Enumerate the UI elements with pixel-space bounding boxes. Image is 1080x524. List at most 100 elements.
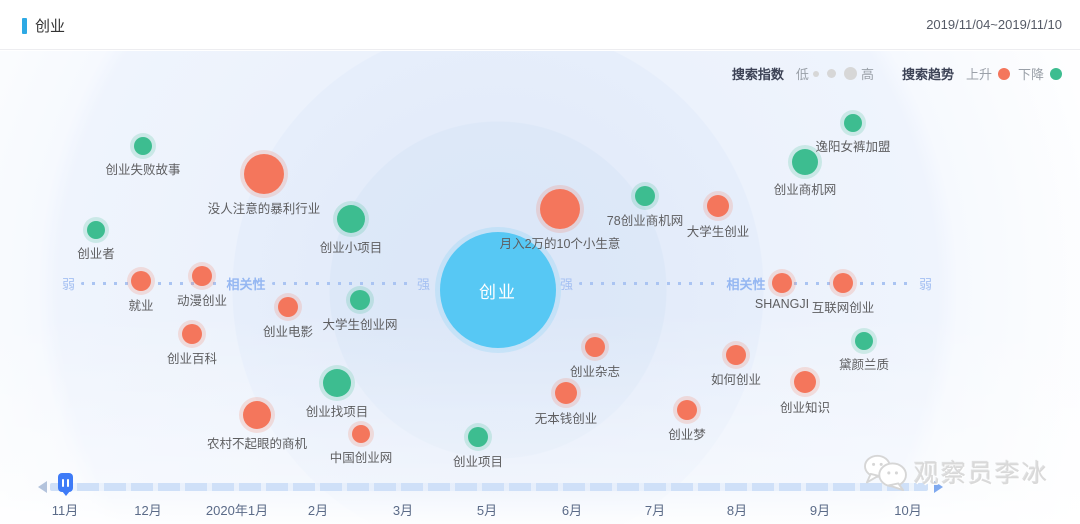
bubble-circle[interactable]: [855, 332, 873, 350]
bubble-label: 月入2万的10个小生意: [499, 237, 621, 251]
bubble-label: 创业小项目: [319, 241, 383, 255]
timeline-month-label: 6月: [561, 503, 583, 518]
bubble-label: 大学生创业: [686, 225, 750, 239]
bubble-label: 78创业商机网: [606, 214, 684, 228]
axis-strong-label: 强: [417, 276, 431, 292]
bubble-circle[interactable]: [726, 345, 746, 365]
axis-strong-label: 强: [560, 276, 574, 292]
trend-down-dot-icon: [1050, 67, 1062, 80]
bubble-label: 没人注意的暴利行业: [207, 202, 321, 216]
axis-dotted-line: [579, 281, 721, 285]
bubble-circle[interactable]: [134, 137, 152, 155]
bubble-label: 如何创业: [710, 373, 762, 387]
high-label: 高: [860, 67, 874, 82]
bubble-circle[interactable]: [468, 427, 488, 447]
bubble-circle[interactable]: [844, 114, 862, 132]
size-dot-small-icon: [812, 70, 819, 77]
axis-relevance-label: 相关性: [726, 276, 766, 292]
timeline-month-label: 8月: [726, 503, 748, 518]
watermark: 观察员李冰: [862, 452, 1049, 492]
bubble-circle[interactable]: [337, 205, 365, 233]
size-dot-medium-icon: [826, 69, 836, 78]
bubble-circle[interactable]: [350, 290, 370, 310]
bubble-circle[interactable]: [677, 400, 697, 420]
relevance-axis-right: 强 相关性 弱: [560, 275, 933, 292]
bubble-circle[interactable]: [772, 273, 792, 293]
bubble-label: 中国创业网: [329, 451, 393, 465]
bubble-label: 创业梦: [668, 428, 706, 442]
axis-weak-label: 弱: [919, 276, 933, 292]
bubble-circle[interactable]: [792, 149, 818, 175]
watermark-text: 观察员李冰: [914, 460, 1050, 488]
timeline-month-label: 11月: [51, 503, 79, 518]
header: 创业 2019/11/04~2019/11/10: [0, 0, 1080, 50]
timeline-month-label: 2月: [307, 503, 329, 518]
timeline-month-label: 7月: [644, 503, 666, 518]
relevance-axis-left: 弱 相关性 强: [62, 275, 431, 292]
bubble-circle[interactable]: [555, 382, 577, 404]
bubble-circle[interactable]: [707, 195, 729, 217]
bubble-label: SHANGJI: [754, 297, 810, 311]
bubble-label: 逸阳女裤加盟: [815, 140, 891, 154]
chat-bubbles-icon: [864, 454, 907, 492]
legend: 搜索指数 低 高 搜索趋势 上升 下降: [732, 64, 1062, 83]
bubble-label: 创业失败故事: [105, 163, 181, 177]
bubble-circle[interactable]: [323, 369, 351, 397]
bubble-label: 黛颜兰质: [838, 358, 890, 372]
timeline-track[interactable]: [50, 483, 928, 491]
low-label: 低: [795, 67, 809, 82]
bubble-label: 农村不起眼的商机: [206, 437, 308, 451]
date-range: 2019/11/04~2019/11/10: [926, 17, 1062, 32]
bubble-label: 创业找项目: [305, 405, 369, 419]
timeline-month-label: 2020年1月: [205, 503, 269, 518]
bubble-label: 创业知识: [779, 401, 831, 415]
bubble-circle[interactable]: [243, 401, 271, 429]
bubble-label: 创业商机网: [773, 183, 837, 197]
bubble-circle[interactable]: [244, 154, 284, 194]
trend-down-label: 下降: [1017, 67, 1044, 82]
timeline-month-label: 10月: [894, 503, 922, 518]
bubble-label: 大学生创业网: [322, 318, 398, 332]
bubble-label: 创业项目: [452, 455, 504, 469]
bubble-label: 无本钱创业: [534, 412, 598, 426]
bubble-label: 创业百科: [166, 352, 218, 366]
bubble-circle[interactable]: [87, 221, 105, 239]
page-title: 创业: [35, 18, 66, 35]
bubble-circle[interactable]: [352, 425, 370, 443]
bubble-label: 动漫创业: [176, 294, 228, 308]
search-trend-label: 搜索趋势: [901, 67, 954, 82]
trend-up-label: 上升: [965, 67, 992, 82]
trend-up-dot-icon: [997, 67, 1010, 80]
timeline-slider-handle[interactable]: [58, 473, 73, 492]
title-wrap: 创业: [22, 15, 65, 36]
timeline-month-label: 3月: [392, 503, 414, 518]
bubble-label: 创业电影: [262, 325, 314, 339]
bubble-circle[interactable]: [794, 371, 816, 393]
bubble-circle[interactable]: [131, 271, 151, 291]
bubble-circle[interactable]: [192, 266, 212, 286]
timeline-month-label: 5月: [476, 503, 498, 518]
bubble-label: 互联网创业: [811, 301, 875, 315]
timeline-month-label: 9月: [809, 503, 831, 518]
center-keyword-label: 创业: [479, 282, 517, 302]
bubble-label: 创业者: [77, 247, 115, 261]
bubble-circle[interactable]: [833, 273, 853, 293]
bubble-circle[interactable]: [635, 186, 655, 206]
size-dot-large-icon: [843, 67, 857, 80]
bubble-label: 就业: [128, 299, 154, 313]
title-accent-bar: [22, 17, 27, 34]
timeline-prev-arrow-icon[interactable]: [38, 481, 47, 493]
bubble-circle[interactable]: [182, 324, 202, 344]
timeline-next-arrow-icon[interactable]: [934, 481, 943, 493]
bubble-circle[interactable]: [540, 189, 580, 229]
bubble-circle[interactable]: [278, 297, 298, 317]
axis-weak-label: 弱: [62, 276, 76, 292]
bubble-label: 创业杂志: [569, 365, 621, 379]
bubble-circle[interactable]: [585, 337, 605, 357]
axis-dotted-line: [271, 281, 411, 285]
axis-relevance-label: 相关性: [226, 276, 266, 292]
search-index-label: 搜索指数: [731, 67, 784, 82]
timeline-month-label: 12月: [134, 503, 162, 518]
center-keyword-bubble[interactable]: 创业: [440, 232, 556, 348]
